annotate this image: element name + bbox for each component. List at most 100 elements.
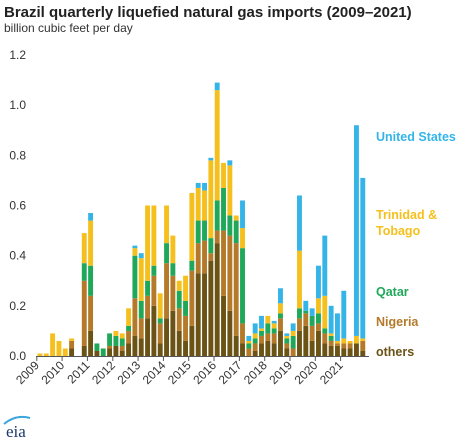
bar-segment-united-states [227,160,233,166]
bar-segment-trinidad-tobago [227,165,233,216]
bar-segment-qatar [176,290,182,309]
bar-segment-united-states [297,195,302,251]
bar-segment-nigeria [151,275,157,306]
bar-segment-others [335,345,340,356]
legend: United States Trinidad & Tobago Qatar Nigeri… [376,130,456,359]
bar-segment-others [240,343,245,356]
bar-segment-others [341,348,347,356]
bar-segment-united-states [138,253,144,259]
bar-segment-trinidad-tobago [271,323,277,329]
y-tick-label: 0.2 [9,299,26,313]
bar-segment-others [132,335,138,356]
x-tick-label: 2021 [317,358,346,387]
bar-segment-qatar [322,328,328,334]
bar-segment-nigeria [246,348,252,356]
bar-segment-united-states [259,315,264,329]
bar-segment-others [347,348,353,356]
bar-segment-trinidad-tobago [354,335,359,344]
bar-segment-qatar [157,318,163,324]
bar-segment-qatar [271,328,277,334]
bar-segment-nigeria [176,308,182,331]
bar-segment-trinidad-tobago [265,315,271,324]
legend-label: Nigeria [376,315,419,329]
bar-segment-others [88,330,94,356]
bar-segment-qatar [214,200,220,231]
bar-segment-nigeria [189,270,195,326]
bar-segment-qatar [240,248,245,324]
bar-segment-qatar [88,265,94,296]
bar-segment-others [164,318,169,357]
bar-segment-others [221,295,226,356]
bar-segment-others [309,340,315,356]
bar-segment-nigeria [132,298,138,336]
bar-segment-others [303,325,309,356]
bar-segment-trinidad-tobago [81,233,87,264]
bar-segment-trinidad-tobago [278,303,283,314]
bar-segment-qatar [164,243,169,264]
bar-segment-united-states [240,200,245,229]
bar-segment-trinidad-tobago [347,340,353,344]
bar-segment-trinidad-tobago [189,192,195,261]
x-tick-label: 2012 [89,358,118,387]
chart-title: Brazil quarterly liquefied natural gas i… [4,4,412,21]
bar-segment-nigeria [69,340,75,349]
bar-segment-nigeria [284,343,290,349]
bar-segment-others [157,343,163,356]
bar-segment-others [252,350,258,356]
bar-segment-qatar [316,313,321,324]
bar-segment-others [126,343,132,356]
bar-segment-trinidad-tobago [284,335,290,339]
bar-segment-united-states [132,245,138,249]
bar-segment-qatar [259,330,264,336]
bar-segment-nigeria [265,333,271,341]
bar-segment-others [69,348,75,356]
x-tick-label: 2010 [38,358,67,387]
bar-segment-united-states [214,82,220,91]
bar-segment-united-states [290,323,296,331]
bar-segment-qatar [126,325,132,331]
bar-segment-trinidad-tobago [50,333,56,356]
bar-segment-united-states [316,265,321,299]
bar-segment-trinidad-tobago [164,205,169,244]
bar-segment-others [183,340,188,356]
bar-segment-qatar [208,238,214,254]
bar-segment-nigeria [107,345,113,349]
bar-segment-others [208,260,214,356]
bar-segment-trinidad-tobago [132,248,138,256]
bar-segment-united-states [284,333,290,336]
bar-segment-qatar [138,300,144,319]
bar-segment-nigeria [138,318,144,339]
bar-segment-qatar [119,338,125,346]
bar-segment-nigeria [183,315,188,341]
bar-segment-trinidad-tobago [62,348,68,356]
bar-segment-united-states [303,300,309,311]
bar-segment-qatar [81,263,87,281]
bar-segment-united-states [278,288,283,304]
bar-segment-trinidad-tobago [259,328,264,331]
bar-segment-united-states [328,305,334,334]
bar-segment-trinidad-tobago [195,187,201,221]
bar-segment-others [259,343,264,356]
bar-segment-others [227,310,233,356]
bar-segment-nigeria [360,340,366,351]
bar-segment-qatar [151,265,157,276]
bar-segment-qatar [227,215,233,236]
bar-segment-nigeria [341,343,347,349]
bar-segment-trinidad-tobago [341,338,347,344]
bar-segment-others [145,318,151,357]
bar-segment-qatar [309,315,315,326]
bar-segment-nigeria [278,318,283,331]
bar-segment-united-states [208,157,214,161]
y-tick-label: 1.2 [9,48,26,62]
bar-segment-trinidad-tobago [322,295,328,329]
bar-segment-trinidad-tobago [43,353,49,356]
bar-segment-trinidad-tobago [145,205,151,281]
bar-segment-trinidad-tobago [221,162,226,188]
x-tick-label: 2016 [190,358,219,387]
bar-segment-qatar [94,343,100,351]
bar-segment-nigeria [252,343,258,351]
bar-segment-nigeria [328,340,334,346]
bar-segment-united-states [88,213,94,221]
bar-segment-others [284,348,290,356]
